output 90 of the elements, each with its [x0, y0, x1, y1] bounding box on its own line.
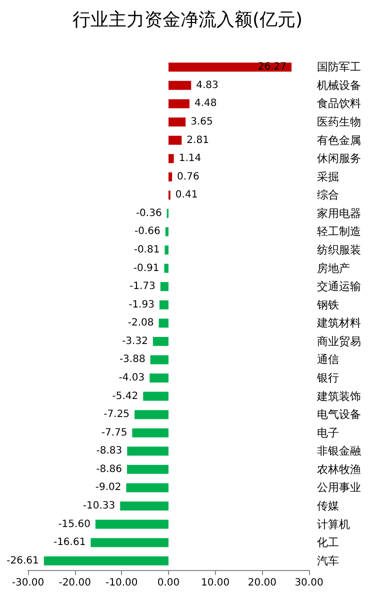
data-label: 4.48	[194, 98, 217, 110]
y-tick-label: 综合	[317, 188, 339, 202]
y-tick-label: 家用电器	[317, 206, 361, 220]
x-tick-label: -10.00	[106, 578, 138, 588]
y-tick-label: 建筑装饰	[316, 390, 361, 403]
y-tick-label: 农林牧渔	[317, 462, 361, 476]
y-tick-label: 机械设备	[317, 78, 361, 92]
data-label: -1.73	[130, 281, 156, 292]
bar	[168, 62, 292, 72]
data-label: 4.83	[196, 80, 218, 91]
bar	[165, 227, 168, 236]
bar	[134, 410, 168, 420]
y-tick-label: 国防军工	[317, 60, 361, 74]
bar	[160, 282, 168, 292]
bar	[168, 154, 174, 164]
y-tick-label: 建筑材料	[316, 316, 361, 330]
y-tick-label: 钢铁	[316, 298, 339, 312]
x-tick-label: 10.00	[201, 578, 230, 588]
bar	[95, 520, 168, 529]
bar	[168, 118, 186, 126]
bar	[152, 336, 168, 346]
y-tick-label: 房地产	[317, 262, 350, 275]
y-tick-label: 休闲服务	[317, 152, 361, 166]
data-label: -26.61	[6, 555, 39, 566]
data-label: -0.36	[136, 208, 162, 219]
y-tick-label: 汽车	[317, 554, 339, 568]
bar	[168, 136, 182, 145]
data-label: 26.27	[258, 62, 287, 73]
y-tick-label: 电子	[317, 426, 339, 440]
y-tick-label: 公用事业	[317, 481, 361, 494]
y-tick-label: 通信	[317, 353, 339, 366]
data-label: 0.76	[177, 171, 200, 182]
y-tick-label: 电气设备	[317, 408, 361, 422]
bar	[164, 264, 168, 273]
data-label: -4.03	[118, 372, 145, 384]
y-tick-label: 商业贸易	[317, 334, 361, 348]
chart-title: 行业主力资金净流入额(亿元)	[72, 10, 303, 30]
data-label: 1.14	[178, 153, 202, 164]
data-label: -16.61	[53, 537, 86, 548]
data-label: 2.81	[186, 134, 209, 146]
bar	[159, 300, 168, 310]
x-tick-label: 0.00	[157, 578, 180, 588]
bar	[120, 502, 168, 510]
y-tick-label: 计算机	[317, 518, 350, 531]
x-tick-label: 30.00	[294, 578, 324, 588]
y-tick-label: 化工	[317, 536, 339, 550]
data-label: -1.93	[128, 299, 154, 310]
data-label: -9.02	[95, 482, 122, 494]
data-label: -5.42	[112, 390, 138, 402]
y-tick-label: 有色金属	[317, 134, 361, 147]
data-label: -10.33	[82, 500, 116, 512]
bar	[168, 99, 190, 108]
y-tick-label: 银行	[316, 372, 339, 384]
bar	[127, 464, 168, 474]
y-tick-label: 医药生物	[317, 116, 361, 128]
y-tick-label: 轻工制造	[317, 225, 361, 238]
data-label: -7.25	[104, 409, 130, 420]
x-tick-label: -20.00	[58, 578, 91, 588]
data-label: 3.65	[190, 116, 213, 128]
bar	[132, 428, 168, 438]
bar	[158, 318, 168, 328]
bar	[44, 556, 168, 566]
x-tick-label: -30.00	[12, 578, 44, 588]
data-label: -15.60	[58, 518, 90, 530]
data-label: -2.08	[128, 318, 154, 329]
data-label: -3.88	[119, 354, 146, 366]
y-tick-label: 采掘	[317, 170, 339, 184]
y-tick-label: 传媒	[317, 500, 339, 512]
data-label: 0.41	[175, 190, 198, 201]
bar	[168, 172, 172, 182]
bar	[164, 246, 168, 254]
y-tick-label: 交通运输	[317, 280, 361, 294]
bar	[168, 80, 192, 90]
y-tick-label: 食品饮料	[317, 97, 361, 110]
data-label: -8.83	[96, 446, 122, 457]
y-tick-label: 纺织服装	[317, 244, 361, 256]
bar	[150, 355, 168, 364]
bar	[90, 538, 168, 548]
bar	[143, 392, 168, 401]
bar	[127, 446, 168, 456]
data-label: -0.81	[134, 244, 160, 256]
data-label: -8.86	[96, 464, 122, 475]
data-label: -0.66	[134, 226, 160, 238]
x-tick-label: 20.00	[248, 578, 276, 588]
bar	[126, 483, 168, 492]
data-label: -0.91	[133, 262, 160, 274]
data-label: -3.32	[122, 336, 148, 347]
y-tick-label: 非银金融	[317, 444, 361, 458]
bar	[150, 374, 168, 382]
data-label: -7.75	[101, 427, 128, 438]
